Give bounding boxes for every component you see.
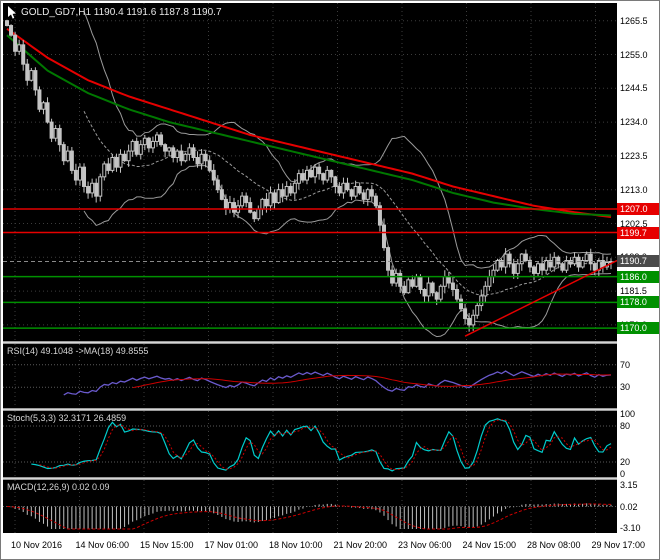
price-line-badge: 1178.0 xyxy=(617,296,659,309)
rsi-panel[interactable]: RSI(14) 49.1048 ->MA(18) 49.8555 xyxy=(3,344,617,408)
price-tick-label: 1223.5 xyxy=(620,150,648,161)
price-axis[interactable]: 1265.5 1255.0 1244.5 1234.0 1223.5 1213.0 1202… xyxy=(617,3,659,533)
indicator-scale-label: 20 xyxy=(620,457,631,467)
price-line-badge: 1207.0 xyxy=(617,203,659,216)
indicator-scale-label: 0.02 xyxy=(620,501,638,512)
time-label: 18 Nov 10:00 xyxy=(269,540,323,550)
price-chart-canvas[interactable] xyxy=(3,3,617,341)
indicator-scale-label: 30 xyxy=(620,382,631,393)
indicator-scale-label: 100 xyxy=(620,409,636,419)
price-line-badge: 1186.0 xyxy=(617,270,659,283)
time-axis[interactable]: 10 Nov 2016 14 Nov 06:00 15 Nov 15:00 17 No… xyxy=(3,533,659,559)
current-price-badge: 1190.7 xyxy=(617,255,659,268)
indicator-scale-label: 0 xyxy=(620,469,626,479)
price-tick-label: 1202.5 xyxy=(620,218,648,229)
price-tick-label: 1213.0 xyxy=(620,184,648,195)
price-tick-label: 1234.0 xyxy=(620,117,648,128)
price-tick-label: 1265.5 xyxy=(620,15,648,26)
indicator-scale-label: 3.15 xyxy=(620,479,638,490)
time-label: 28 Nov 08:00 xyxy=(527,540,581,550)
main-chart-panel[interactable]: GOLD_GD7,H1 1190.4 1191.6 1187.8 1190.7 xyxy=(3,3,617,341)
panel-separator[interactable] xyxy=(3,408,659,411)
macd-canvas[interactable] xyxy=(3,480,617,533)
macd-panel[interactable]: MACD(12,26,9) 0.02 0.09 xyxy=(3,480,617,533)
indicator-scale-label: 70 xyxy=(620,359,631,370)
price-line-badge: 1199.7 xyxy=(617,226,659,239)
stochastic-canvas[interactable] xyxy=(3,411,617,477)
panel-separator[interactable] xyxy=(3,477,659,480)
price-tick-label: 1181.5 xyxy=(620,286,647,297)
time-label: 21 Nov 20:00 xyxy=(333,540,388,550)
rsi-canvas[interactable] xyxy=(3,344,617,408)
time-label: 17 Nov 01:00 xyxy=(204,540,259,550)
price-tick-label: 1244.5 xyxy=(620,83,648,94)
panel-separator[interactable] xyxy=(3,341,659,344)
indicator-scale-label: 80 xyxy=(620,421,631,431)
time-label: 29 Nov 17:00 xyxy=(591,540,646,550)
time-label: 23 Nov 06:00 xyxy=(398,540,452,550)
time-label: 24 Nov 15:00 xyxy=(462,540,517,550)
price-line-badge: 1170.0 xyxy=(617,322,659,335)
time-label: 14 Nov 06:00 xyxy=(75,540,130,550)
indicator-scale-label: -3.10 xyxy=(620,522,641,533)
time-label: 15 Nov 15:00 xyxy=(140,540,194,550)
price-tick-label: 1255.0 xyxy=(620,49,648,60)
time-label: 10 Nov 2016 xyxy=(11,540,63,550)
stochastic-panel[interactable]: Stoch(5,3,3) 32.3171 26.4859 xyxy=(3,411,617,477)
